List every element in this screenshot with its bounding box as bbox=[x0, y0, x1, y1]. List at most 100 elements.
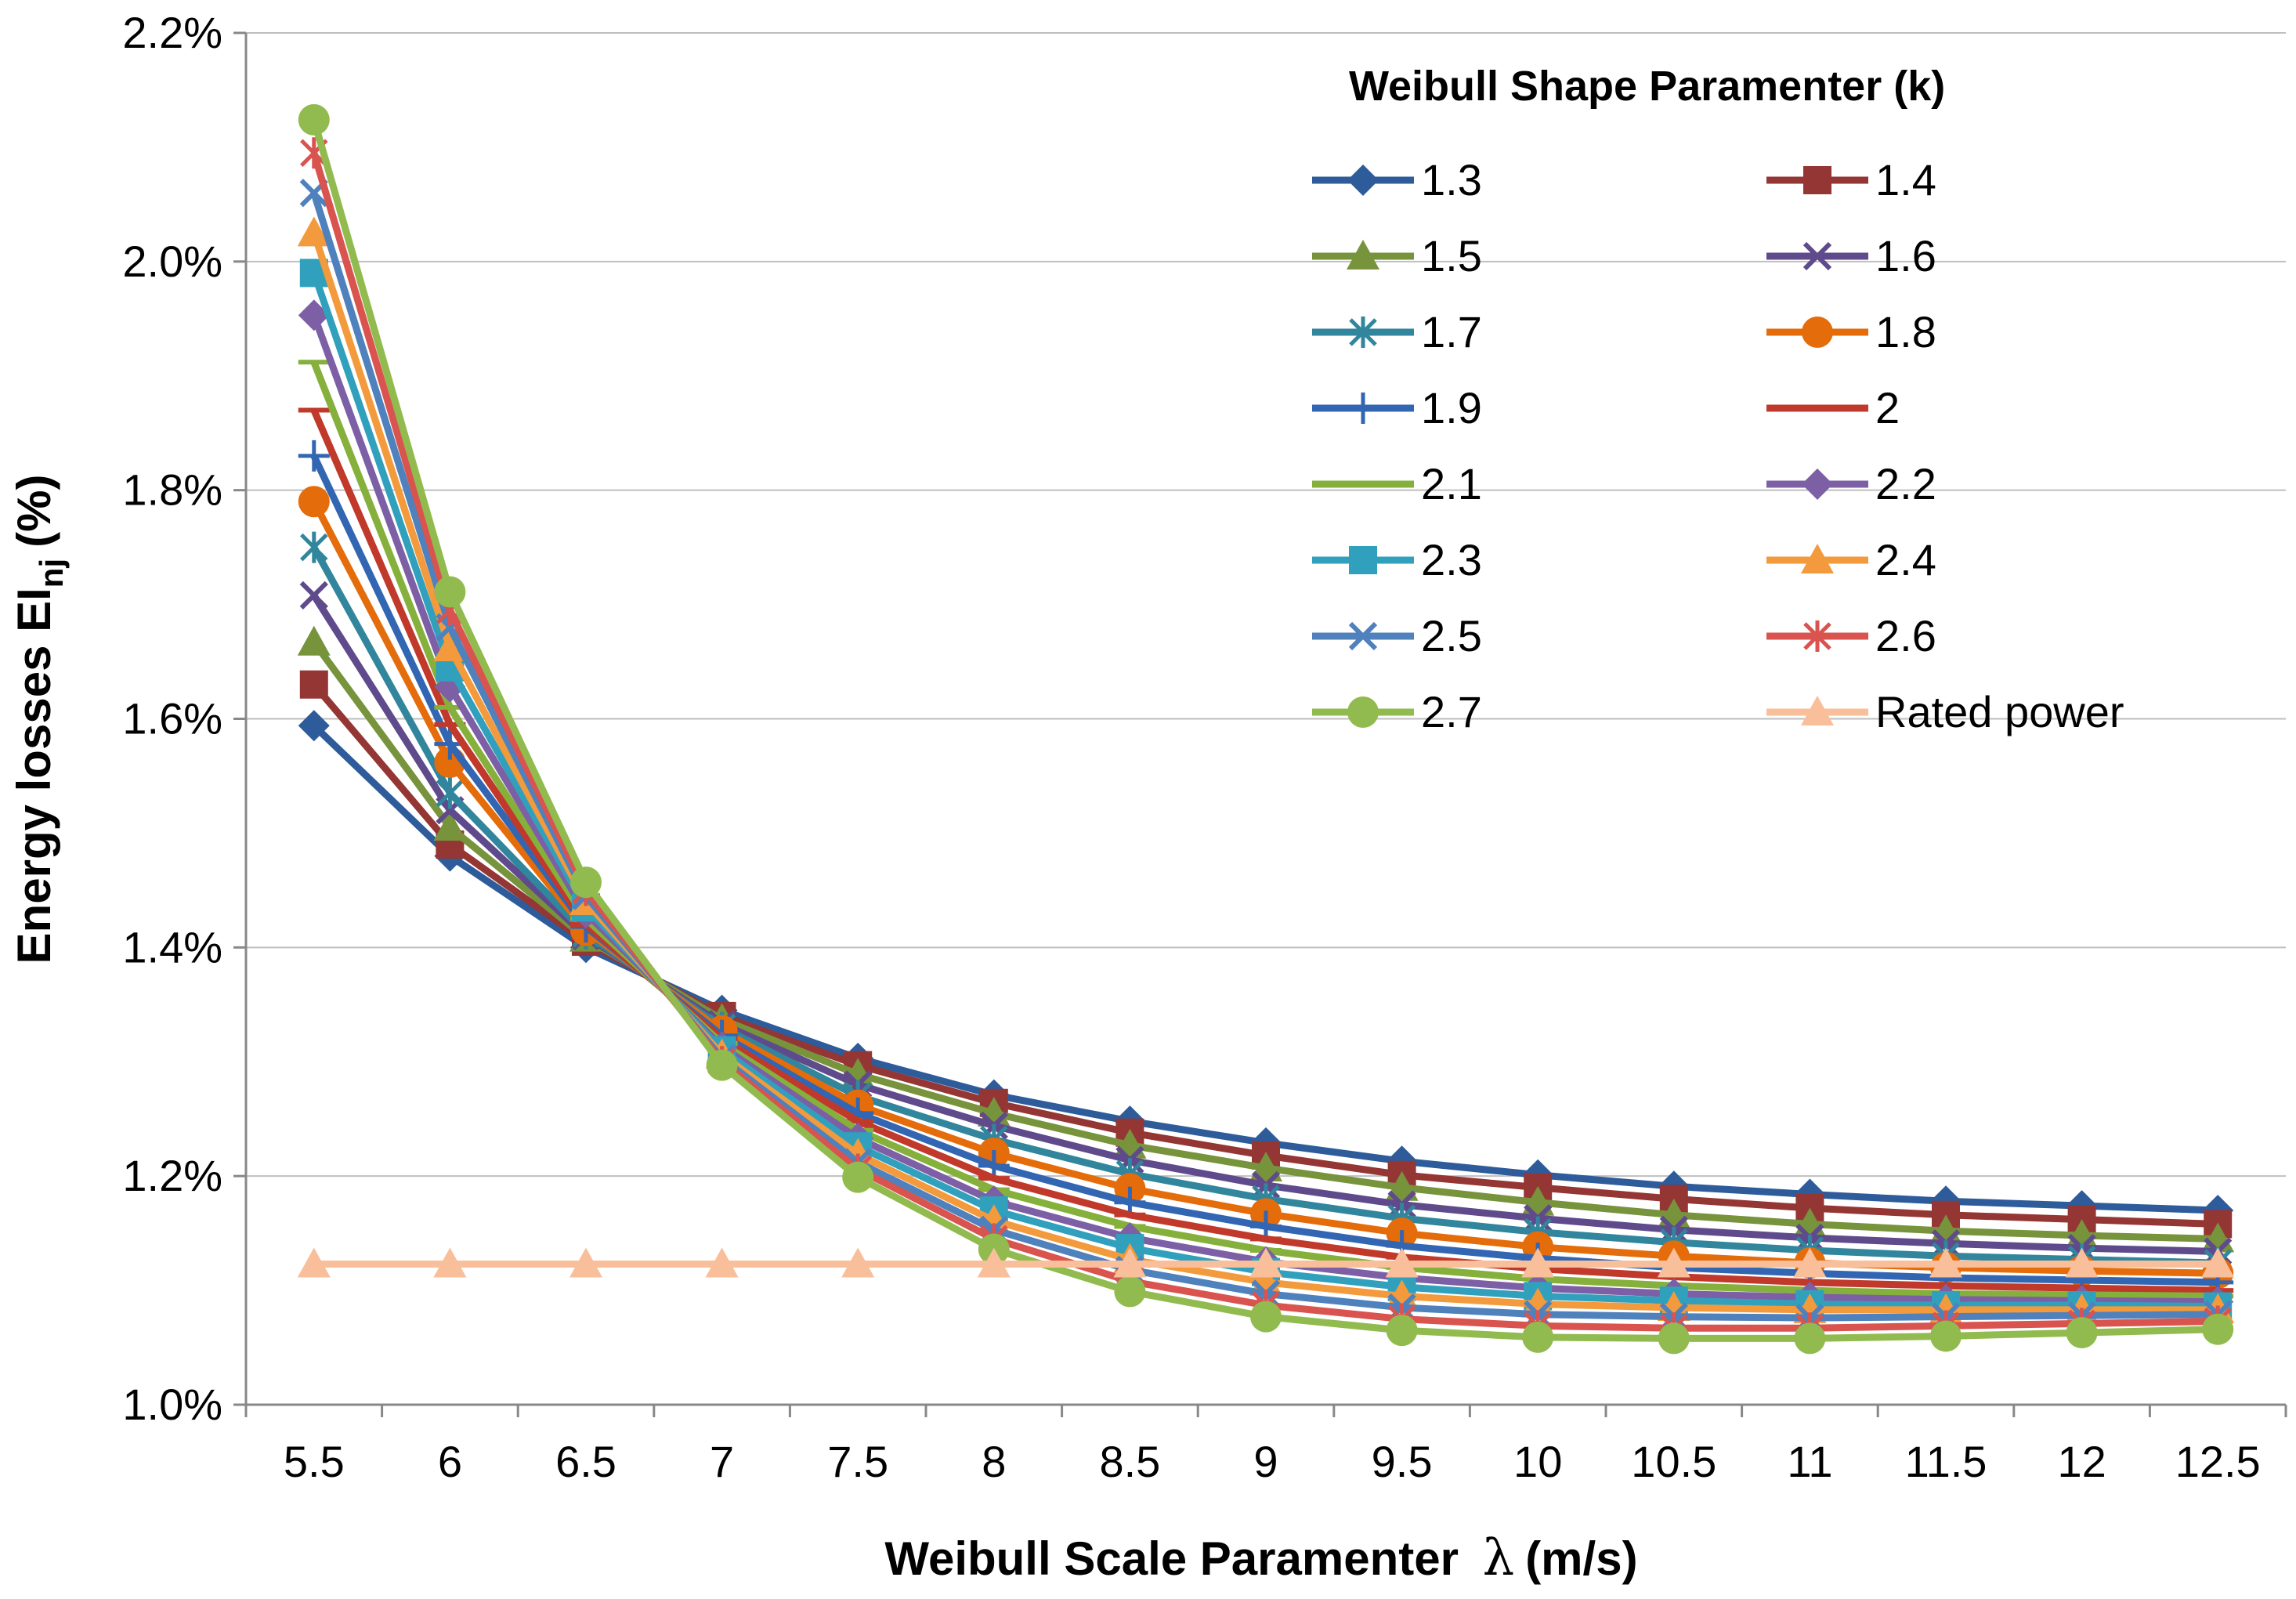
legend-label: 1.8 bbox=[1875, 307, 1936, 356]
x-tick-label: 8.5 bbox=[1099, 1437, 1160, 1486]
x-tick-label: 6.5 bbox=[555, 1437, 616, 1486]
legend-title: Weibull Shape Paramenter (k) bbox=[1349, 63, 1945, 110]
x-tick-label: 6 bbox=[438, 1437, 462, 1486]
x-axis-title-text: Weibull Scale Paramenter bbox=[884, 1532, 1459, 1585]
data-point bbox=[2066, 1317, 2098, 1349]
legend-item: 1.3 bbox=[1312, 155, 1482, 204]
y-tick-label: 1.4% bbox=[122, 922, 222, 971]
legend-label: 2 bbox=[1875, 383, 1900, 432]
x-tick-label: 10.5 bbox=[1631, 1437, 1716, 1486]
data-point bbox=[434, 576, 466, 608]
data-point bbox=[298, 486, 330, 518]
legend-item: 2.1 bbox=[1312, 459, 1482, 508]
data-point bbox=[298, 103, 330, 136]
legend-label: 1.7 bbox=[1421, 307, 1482, 356]
legend-label: 2.1 bbox=[1421, 459, 1482, 508]
data-point bbox=[1794, 1322, 1826, 1355]
data-point bbox=[1658, 1322, 1690, 1355]
legend-item: 1.4 bbox=[1766, 155, 1936, 204]
legend-swatch-marker bbox=[1347, 393, 1379, 424]
legend-swatch-marker bbox=[1349, 317, 1377, 348]
legend-item: 1.7 bbox=[1312, 307, 1482, 356]
y-ticks: 1.0% 1.2% 1.4% 1.6% 1.8% 2.0% 2.2% bbox=[122, 8, 246, 1429]
data-point bbox=[1521, 1287, 1555, 1318]
x-tick-label: 8 bbox=[982, 1437, 1006, 1486]
data-point bbox=[1930, 1320, 1962, 1352]
legend-label: 1.9 bbox=[1421, 383, 1482, 432]
data-point bbox=[1386, 1315, 1418, 1347]
data-point bbox=[297, 216, 331, 247]
data-point bbox=[706, 1049, 738, 1081]
legend-swatch-marker bbox=[1801, 544, 1834, 573]
data-point bbox=[2202, 1313, 2234, 1345]
y-tick-label: 1.0% bbox=[122, 1380, 222, 1429]
legend-swatch-marker bbox=[1802, 241, 1832, 271]
legend-label: 2.2 bbox=[1875, 459, 1936, 508]
data-point bbox=[1113, 1247, 1147, 1278]
data-point bbox=[569, 1247, 602, 1278]
data-point bbox=[433, 631, 467, 662]
x-tick-label: 12.5 bbox=[2175, 1437, 2261, 1486]
legend-item: 2.5 bbox=[1312, 611, 1482, 660]
legend-label: Rated power bbox=[1875, 687, 2124, 736]
legend-swatch-marker bbox=[1803, 166, 1831, 194]
y-axis-title-subscript: nj bbox=[33, 559, 70, 588]
data-point bbox=[977, 1247, 1011, 1278]
legend-swatch-marker bbox=[1802, 468, 1833, 500]
legend-label: 2.3 bbox=[1421, 535, 1482, 584]
legend-item: Rated power bbox=[1766, 687, 2124, 736]
y-tick-label: 2.2% bbox=[122, 8, 222, 57]
x-tick-label: 9 bbox=[1253, 1437, 1278, 1486]
y-tick-label: 2.0% bbox=[122, 237, 222, 286]
data-point bbox=[1929, 1247, 1962, 1278]
legend-swatch-marker bbox=[1803, 620, 1831, 652]
data-point bbox=[705, 1247, 739, 1278]
x-tick-label: 11 bbox=[1787, 1437, 1832, 1486]
x-ticks: 5.5 6 6.5 7 7.5 8 8.5 9 9.5 10 10.5 11 11.5 12 12.5 bbox=[244, 1405, 2287, 1486]
series-2-7 bbox=[298, 103, 2234, 1355]
data-point bbox=[299, 670, 328, 699]
legend-item: 2.7 bbox=[1312, 687, 1482, 736]
data-point bbox=[300, 531, 328, 563]
x-axis-lambda: λ bbox=[1483, 1529, 1515, 1587]
data-point bbox=[1521, 1247, 1555, 1278]
x-axis-unit: (m/s) bbox=[1525, 1532, 1637, 1585]
data-point bbox=[299, 581, 328, 610]
gridlines bbox=[246, 32, 2286, 1178]
y-axis-title-text: Energy losses EI bbox=[8, 588, 60, 964]
legend-label: 1.6 bbox=[1875, 231, 1936, 280]
data-point bbox=[297, 625, 331, 656]
data-point bbox=[298, 440, 330, 472]
legend-item: 2 bbox=[1766, 383, 1900, 432]
legend-label: 2.7 bbox=[1421, 687, 1482, 736]
data-point bbox=[570, 866, 602, 899]
plot-area bbox=[297, 103, 2235, 1355]
data-point bbox=[1250, 1301, 1282, 1333]
data-point bbox=[1522, 1321, 1554, 1353]
legend-swatch-marker bbox=[1802, 317, 1833, 348]
data-point bbox=[842, 1161, 874, 1193]
legend-item: 1.5 bbox=[1312, 231, 1482, 280]
legend: 1.3 1.4 1.5 1.6 1.7 1.8 1.9 2 2.1 2.2 2.3 2.4 2.5 2.6… bbox=[1312, 155, 2124, 736]
legend-item: 1.8 bbox=[1766, 307, 1936, 356]
legend-swatch-marker bbox=[1349, 546, 1377, 574]
x-tick-label: 7.5 bbox=[827, 1437, 888, 1486]
legend-swatch-marker bbox=[1348, 621, 1378, 651]
legend-label: 2.4 bbox=[1875, 535, 1936, 584]
legend-label: 2.6 bbox=[1875, 611, 1936, 660]
legend-label: 1.4 bbox=[1875, 155, 1936, 204]
series-rated-power bbox=[297, 1247, 2235, 1278]
y-axis-title: Energy losses EInj (%) bbox=[8, 475, 70, 964]
data-point bbox=[298, 299, 330, 331]
x-tick-label: 11.5 bbox=[1905, 1437, 1987, 1486]
x-tick-label: 9.5 bbox=[1372, 1437, 1433, 1486]
data-point bbox=[2201, 1247, 2235, 1278]
y-axis-title-unit: (%) bbox=[8, 475, 60, 548]
data-point bbox=[1249, 1247, 1282, 1278]
legend-item: 2.4 bbox=[1766, 535, 1936, 584]
data-point bbox=[1793, 1247, 1827, 1278]
legend-label: 1.3 bbox=[1421, 155, 1482, 204]
data-point bbox=[1114, 1275, 1146, 1308]
x-axis-title: Weibull Scale Paramenter λ (m/s) bbox=[884, 1529, 1637, 1587]
legend-swatch-marker bbox=[1347, 240, 1379, 270]
